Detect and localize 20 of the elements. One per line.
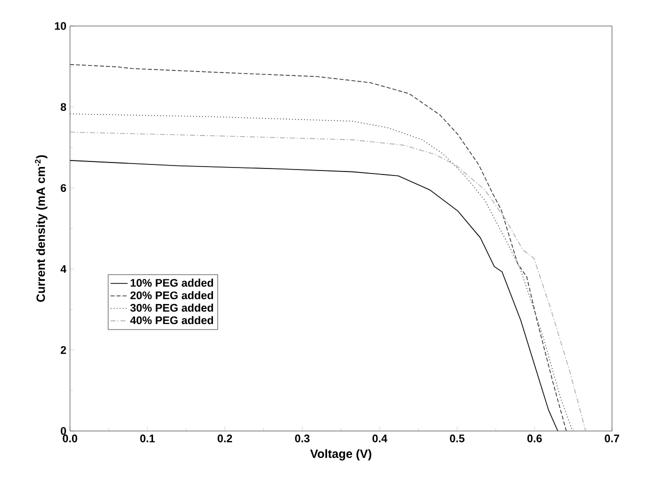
x-tick-label: 0.6 xyxy=(527,434,542,442)
legend-label: 30% PEG added xyxy=(130,304,214,312)
y-tick-label: 8 xyxy=(60,103,66,111)
y-axis-title: Current density (mA cm$^{-2}$) xyxy=(34,155,48,302)
x-axis-title: Voltage (V) xyxy=(310,449,372,460)
x-tick-label: 0.4 xyxy=(372,434,388,442)
x-tick-label: 0.5 xyxy=(450,434,464,442)
y-tick-label: 0 xyxy=(60,427,66,435)
x-tick-label: 0.0 xyxy=(62,434,78,442)
y-tick-label: 6 xyxy=(60,184,66,192)
legend-label: 40% PEG added xyxy=(130,316,214,324)
x-tick-label: 0.7 xyxy=(604,434,620,442)
x-tick-label: 0.2 xyxy=(218,434,232,442)
y-tick-label: 4 xyxy=(60,265,66,273)
x-tick-label: 0.1 xyxy=(140,434,155,442)
legend-label: 20% PEG added xyxy=(130,291,214,300)
y-tick-label: 2 xyxy=(60,346,66,354)
legend-label: 10% PEG added xyxy=(130,278,214,287)
x-tick-label: 0.3 xyxy=(295,434,310,442)
y-tick-label: 10 xyxy=(54,22,66,30)
